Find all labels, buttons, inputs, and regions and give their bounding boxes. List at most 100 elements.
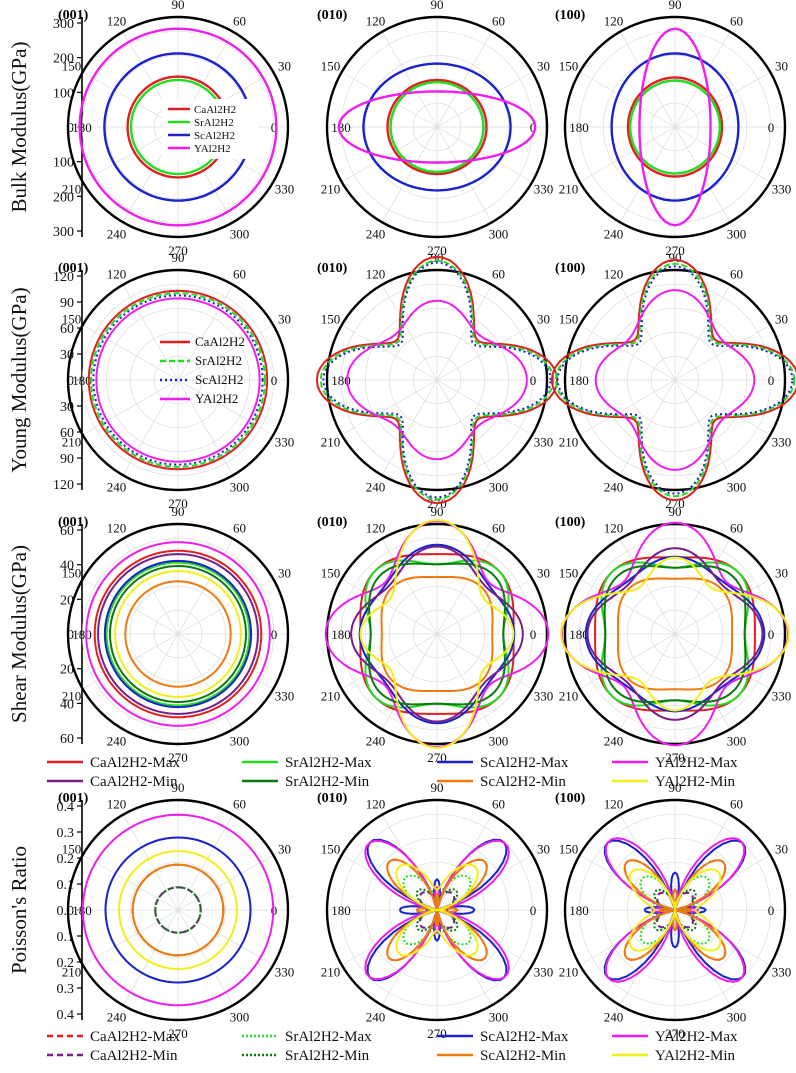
angle-label: 210 [559,689,579,704]
grid-spoke [177,854,274,911]
series-scal2h2-max [104,836,252,984]
grid-spoke [177,633,234,730]
angle-label: 90 [669,780,682,795]
series-caal2h2-min [350,545,524,723]
angle-label: 270 [427,243,447,258]
angle-label: 150 [559,59,579,74]
grid-spoke [674,578,771,635]
grid-spoke [122,538,179,635]
grid-spoke [579,633,676,690]
series-sral2h2-max [639,875,711,945]
angle-label: 150 [559,566,579,581]
grid-spoke [619,284,676,381]
legend-label: SrAl2H2-Min [285,774,370,790]
angle-label: 60 [233,14,246,29]
angle-label: 150 [559,312,579,327]
grid-spoke [436,633,493,730]
series-sral2h2-min [108,564,247,704]
polar-frame [66,15,290,239]
y-tick-label: 60 [60,322,74,337]
angle-label: 30 [278,59,291,74]
grid-spoke [341,126,438,183]
angle-label: 150 [321,312,341,327]
grid-spoke [177,379,234,476]
series-sral2h2-min [653,888,697,932]
angle-label: 150 [62,312,82,327]
legend-label: ScAl2H2 [195,372,243,387]
angle-label: 240 [366,734,386,749]
grid-spoke [381,284,438,381]
angle-label: 300 [489,480,509,495]
polar-frame [325,522,549,746]
series-scal2h2 [92,294,264,466]
angle-label: 330 [772,965,792,980]
series-scal2h2-min [617,577,733,691]
y-tick-label: 0 [67,628,74,643]
grid-spoke [82,324,179,381]
angle-label: 60 [233,797,246,812]
y-tick-label: 120 [53,478,74,493]
angle-label: 60 [233,521,246,536]
series-caal2h2-min [418,891,456,929]
y-tick-label: 40 [60,559,74,574]
angle-label: 30 [537,59,550,74]
angle-label: 120 [604,797,624,812]
grid-spoke [341,578,438,635]
angle-label: 240 [107,227,127,242]
panel-label: (001) [58,791,89,806]
series-caal2h2 [87,289,269,471]
legend-label: ScAl2H2 [194,130,235,142]
series-caal2h2-max [93,549,263,719]
y-tick-label: 120 [53,270,74,285]
angle-label: 150 [559,842,579,857]
grid-spoke [619,379,676,476]
polar-frame [563,15,787,239]
legend: CaAl2H2 SrAl2H2 ScAl2H2 YAl2H2 [160,334,245,406]
angle-label: 0 [530,373,537,388]
y-tick-label: 200 [53,52,74,67]
angle-label: 60 [730,14,743,29]
panel-label: (001) [58,8,89,23]
grid-spoke [381,379,438,476]
angle-label: 180 [72,627,92,642]
legend-label: ScAl2H2-Max [480,755,569,771]
angle-label: 180 [72,120,92,135]
legend-label: SrAl2H2 [194,117,234,129]
angle-label: 270 [665,750,685,765]
angle-label: 210 [559,965,579,980]
y-tick-label: 20 [60,593,74,608]
angle-label: 60 [730,521,743,536]
angle-label: 180 [72,373,92,388]
angle-label: 0 [768,903,775,918]
grid-spoke [436,814,493,911]
y-tick-label: 0.2 [57,852,75,867]
series-yal2h2 [78,27,278,227]
grid-spoke [381,814,438,911]
angle-label: 300 [489,1010,509,1025]
angle-label: 210 [559,435,579,450]
grid-spoke [579,324,676,381]
angle-label: 330 [275,435,295,450]
polar-panel-010: 0 30 60 90 120 150 180 210 240 270 300 330 (010) [317,780,553,1041]
grid-spoke [436,31,493,128]
legend-label: ScAl2H2-Min [480,1048,566,1064]
series-yal2h2 [638,27,712,227]
y-tick-label: 90 [60,296,74,311]
series-yal2h2 [346,299,528,461]
angle-label: 210 [321,689,341,704]
grid-spoke [579,126,676,183]
angle-label: 300 [230,227,250,242]
grid-spoke [619,126,676,223]
angle-label: 180 [569,903,589,918]
polar-panel-100: 0 30 60 90 120 150 180 210 240 270 300 330 (100) [555,0,791,258]
series-yal2h2-min [114,570,242,698]
series-yal2h2 [95,297,261,463]
angle-label: 60 [492,797,505,812]
grid-spoke [674,31,731,128]
angle-label: 330 [534,689,554,704]
angle-label: 60 [730,267,743,282]
legend-label: CaAl2H2-Min [90,1048,178,1064]
grid-spoke [341,379,438,436]
